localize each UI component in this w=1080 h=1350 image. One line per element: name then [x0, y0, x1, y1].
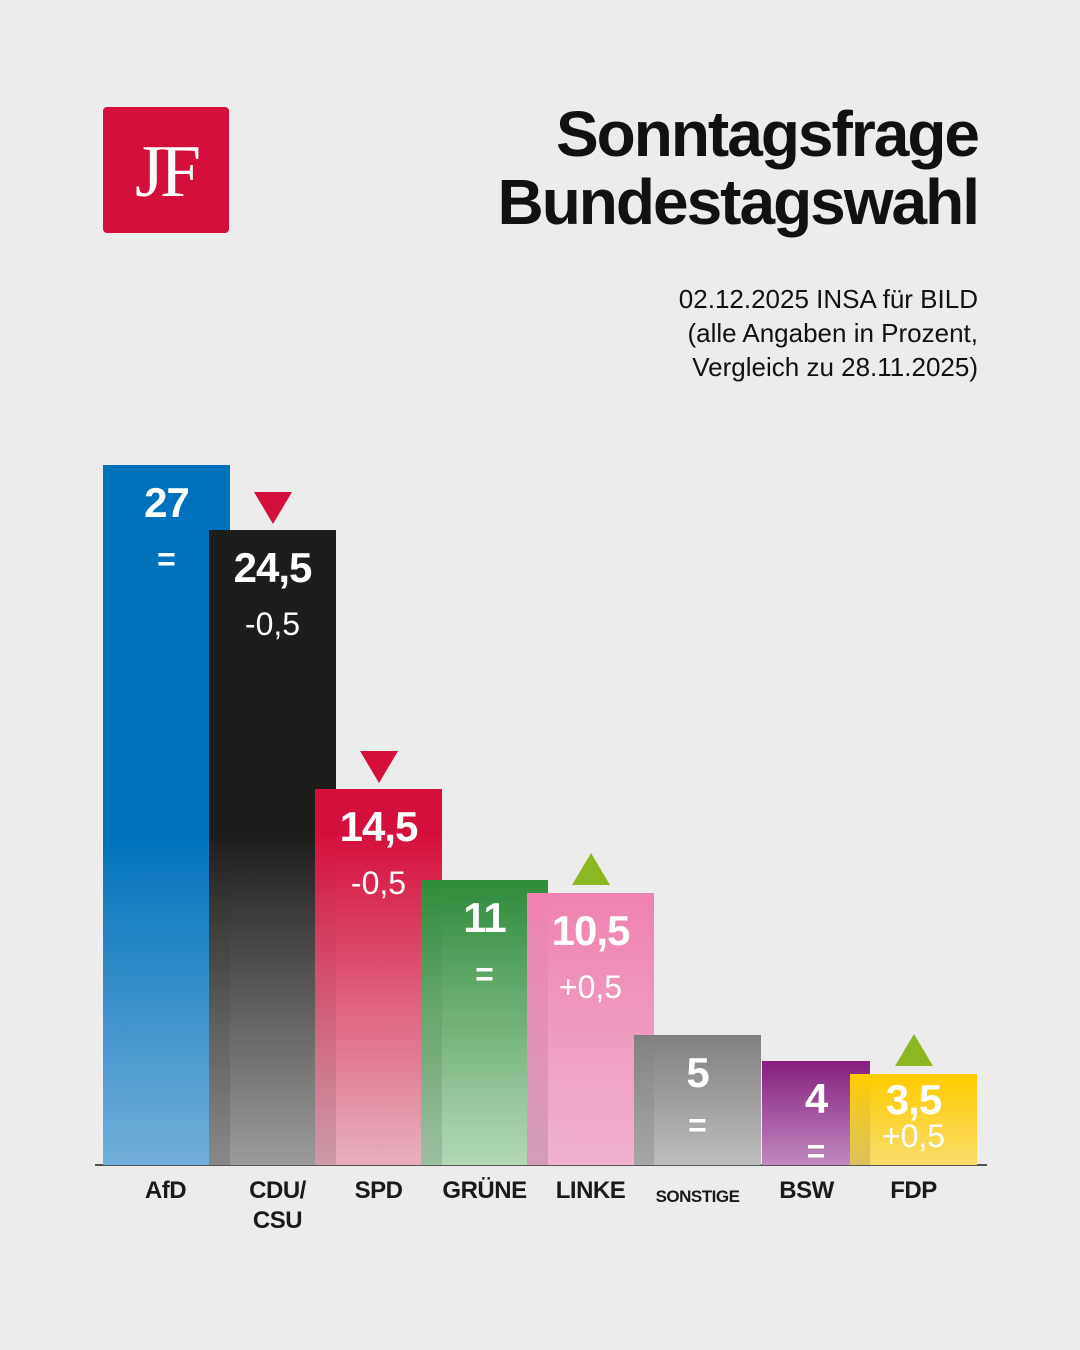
category-label: BSW: [779, 1177, 834, 1204]
bar-overlap-shade: [527, 892, 548, 1165]
bar-spd: 14,5 -0,5: [315, 789, 442, 1165]
category-label: GRÜNE: [442, 1177, 527, 1204]
change-label: =: [688, 1107, 707, 1144]
value-label: 3,5: [885, 1076, 942, 1124]
x-axis-line: [95, 1164, 987, 1166]
bar-sonstige: 5 =: [634, 1035, 761, 1165]
bar-grüne: 11 =: [421, 879, 548, 1165]
change-label: =: [157, 541, 176, 577]
bar-overlap-shade: [315, 789, 336, 1165]
bar-afd: 27 =: [103, 465, 230, 1165]
change-label: +0,5: [881, 1118, 946, 1155]
change-label: =: [806, 1133, 826, 1170]
title-line-1: Sonntagsfrage: [555, 98, 980, 170]
category-label: SPD: [354, 1177, 403, 1204]
value-label: 10,5: [551, 906, 631, 954]
value-label: 5: [686, 1049, 709, 1097]
change-label: =: [475, 955, 494, 992]
subtitle-line-2: (alle Angaben in Prozent,: [687, 318, 978, 348]
change-label: -0,5: [350, 865, 407, 902]
trend-down-icon: [253, 491, 292, 524]
trend-down-icon: [359, 751, 398, 784]
jf-logo: JF: [103, 107, 229, 233]
bar-overlap-shade: [634, 1035, 654, 1165]
bar-overlap-shade: [850, 1074, 870, 1165]
subtitle-line-3: Vergleich zu 28.11.2025): [692, 352, 978, 382]
change-label: -0,5: [244, 605, 301, 642]
category-label: FDP: [890, 1177, 937, 1204]
bar-fdp: 3,5 +0,5: [850, 1074, 977, 1165]
title-line-2: Bundestagswahl: [497, 166, 980, 238]
chart-title: Sonntagsfrage Bundestagswahl: [497, 98, 980, 238]
bar-cducsu: 24,5 -0,5: [209, 529, 336, 1165]
category-label: CDU/ CSU: [249, 1177, 306, 1234]
logo-text: JF: [135, 131, 201, 213]
value-label: 14,5: [339, 803, 419, 851]
subtitle-line-1: 02.12.2025 INSA für BILD: [678, 284, 978, 314]
chart-subtitle: 02.12.2025 INSA für BILD (alle Angaben i…: [679, 282, 978, 384]
bar-linke: 10,5 +0,5: [527, 892, 654, 1165]
category-label: SONSTIGE: [655, 1187, 740, 1206]
bar-overlap-shade: [421, 879, 442, 1165]
bar-overlap-shade: [209, 529, 230, 1165]
value-label: 11: [463, 893, 506, 941]
value-label: 27: [144, 479, 190, 526]
trend-up-icon: [571, 852, 610, 885]
value-label: 24,5: [233, 543, 313, 591]
category-label: LINKE: [555, 1177, 626, 1204]
value-label: 4: [804, 1075, 828, 1123]
category-label: AfD: [144, 1177, 187, 1204]
change-label: +0,5: [558, 968, 623, 1005]
trend-up-icon: [894, 1034, 933, 1067]
